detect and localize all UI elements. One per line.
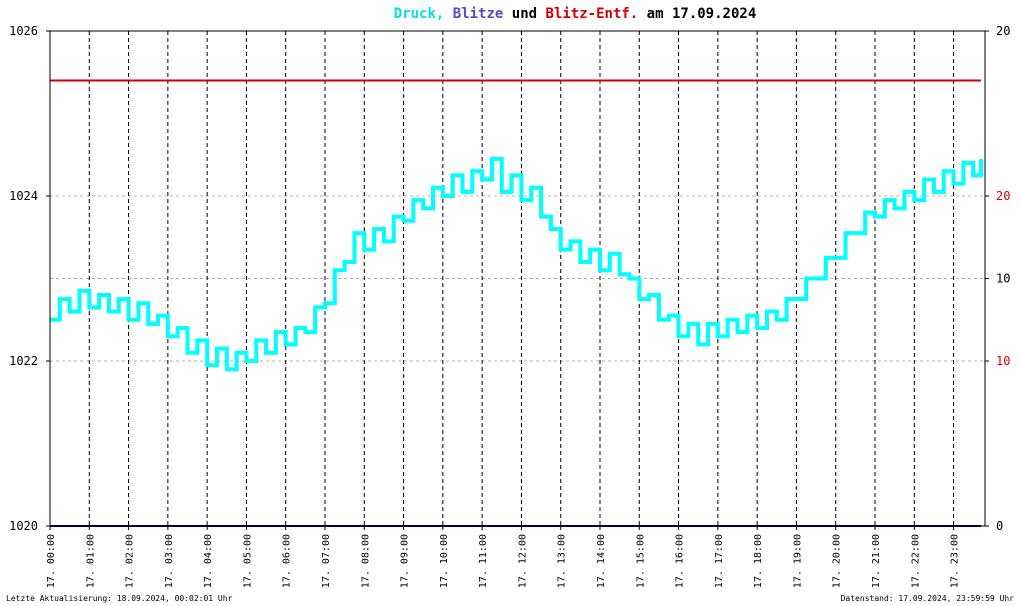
x-tick-label: 17. 12:00 xyxy=(517,534,528,588)
x-tick-label: 17. 03:00 xyxy=(164,534,175,588)
x-tick-label: 17. 20:00 xyxy=(832,534,843,588)
x-tick-label: 17. 19:00 xyxy=(792,534,803,588)
grid xyxy=(50,31,985,526)
x-tick-label: 17. 01:00 xyxy=(85,534,96,588)
footer-right: Datenstand: 17.09.2024, 23:59:59 Uhr xyxy=(841,594,1015,603)
x-tick-label: 17. 14:00 xyxy=(596,534,607,588)
x-tick-label: 17. 13:00 xyxy=(557,534,568,588)
x-tick-label: 17. 07:00 xyxy=(321,534,332,588)
y-right-tick-label: 0 xyxy=(996,519,1003,533)
y-tick-label: 1020 xyxy=(9,519,38,533)
x-tick-label: 17. 22:00 xyxy=(910,534,921,588)
title-part: Blitz-Entf. xyxy=(546,6,639,22)
x-tick-label: 17. 00:00 xyxy=(46,534,57,588)
y-tick-label: 1026 xyxy=(9,24,38,38)
y-right-tick-label: 10 xyxy=(996,272,1010,286)
series-line xyxy=(50,156,984,372)
y-right-tick-label: 20 xyxy=(996,189,1010,203)
y-right-tick-label: 20 xyxy=(996,24,1010,38)
x-tick-label: 17. 02:00 xyxy=(125,534,136,588)
chart-title: Druck, Blitze und Blitz-Entf. am 17.09.2… xyxy=(394,6,757,22)
x-tick-label: 17. 11:00 xyxy=(478,534,489,588)
x-tick-label: 17. 17:00 xyxy=(714,534,725,588)
footer-left: Letzte Aktualisierung: 18.09.2024, 00:02… xyxy=(6,594,233,603)
title-part: Druck, xyxy=(394,6,445,22)
plot-frame xyxy=(49,30,986,527)
x-tick-label: 17. 15:00 xyxy=(635,534,646,588)
y-right-tick-label: 10 xyxy=(996,354,1010,368)
x-tick-label: 17. 04:00 xyxy=(203,534,214,588)
y-tick-label: 1024 xyxy=(9,189,38,203)
x-tick-label: 17. 05:00 xyxy=(242,534,253,588)
x-tick-label: 17. 08:00 xyxy=(360,534,371,588)
x-tick-label: 17. 18:00 xyxy=(753,534,764,588)
title-part: am 17.09.2024 xyxy=(647,6,757,22)
x-tick-label: 17. 06:00 xyxy=(282,534,293,588)
title-part: und xyxy=(512,6,537,22)
x-tick-label: 17. 16:00 xyxy=(675,534,686,588)
x-tick-label: 17. 09:00 xyxy=(400,534,411,588)
x-tick-label: 17. 23:00 xyxy=(950,534,961,588)
x-tick-label: 17. 10:00 xyxy=(439,534,450,588)
x-tick-label: 17. 21:00 xyxy=(871,534,882,588)
title-part: Blitze xyxy=(453,6,504,22)
y-tick-label: 1022 xyxy=(9,354,38,368)
